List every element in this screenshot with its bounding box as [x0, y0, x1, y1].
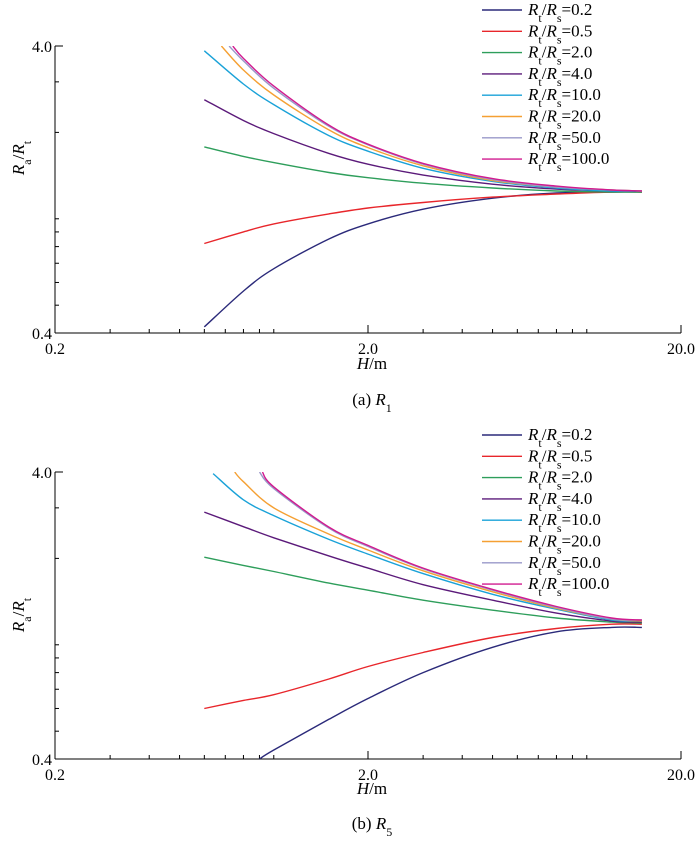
legend-entry-label: Rt/Rs=2.0 [527, 43, 592, 68]
legend-entry-label: Rt/Rs=0.2 [527, 0, 592, 25]
series-line-0.2 [259, 626, 642, 759]
legend-entry-label: Rt/Rs=0.5 [527, 21, 592, 46]
x-axis-label: H/m [356, 354, 387, 373]
y-tick-label: 0.4 [32, 752, 52, 769]
panel-caption: (a) R1 [352, 390, 392, 415]
legend-entry-label: Rt/Rs=4.0 [527, 489, 592, 514]
x-tick-label: 20.0 [667, 767, 695, 784]
series-line-4.0 [204, 511, 642, 623]
legend-entry-label: Rt/Rs=10.0 [527, 510, 601, 535]
legend-entry-label: Rt/Rs=20.0 [527, 532, 601, 557]
x-tick-label: 0.2 [45, 341, 65, 358]
legend-entry-label: Rt/Rs=20.0 [527, 107, 601, 132]
legend-entry-label: Rt/Rs=100.0 [527, 149, 609, 174]
chart-panel-a: 0.2 2.0 20.00.44.0H/mRa/Rt(a) R1Rt/Rs=0.2R… [9, 0, 695, 415]
legend: Rt/Rs=0.2Rt/Rs=0.5Rt/Rs=2.0Rt/Rs=4.0Rt/R… [482, 0, 609, 174]
chart-panel-b: 0.2 2.0 20.00.44.0H/mRa/Rt(b) R5Rt/Rs=0.2R… [9, 425, 695, 839]
y-tick-label: 4.0 [32, 465, 52, 482]
legend-entry-label: Rt/Rs=2.0 [527, 468, 592, 493]
x-tick-label: 2.0 [358, 767, 378, 784]
y-tick-label: 4.0 [32, 39, 52, 56]
series-line-2.0 [204, 146, 642, 193]
series-line-100.0 [232, 46, 642, 192]
legend-entry-label: Rt/Rs=0.2 [527, 425, 592, 450]
legend: Rt/Rs=0.2Rt/Rs=0.5Rt/Rs=2.0Rt/Rs=4.0Rt/R… [482, 425, 609, 599]
x-tick-label: 0.2 [45, 767, 65, 784]
y-axis-label: Ra/Rt [9, 597, 34, 633]
series-line-2.0 [204, 556, 642, 624]
x-tick-label: 2.0 [358, 341, 378, 358]
legend-entry-label: Rt/Rs=10.0 [527, 85, 601, 110]
x-axis-label: H/m [356, 779, 387, 798]
series-line-0.5 [204, 623, 642, 710]
x-tick-label: 20.0 [667, 341, 695, 358]
series-line-10.0 [203, 50, 642, 192]
series-lines [203, 46, 642, 328]
legend-entry-label: Rt/Rs=100.0 [527, 574, 609, 599]
y-axis-label: Ra/Rt [9, 140, 34, 176]
legend-entry-label: Rt/Rs=50.0 [527, 553, 601, 578]
series-line-0.2 [203, 191, 642, 328]
legend-entry-label: Rt/Rs=0.5 [527, 446, 592, 471]
series-lines [204, 472, 642, 759]
legend-entry-label: Rt/Rs=50.0 [527, 128, 601, 153]
panel-caption: (b) R5 [352, 814, 392, 839]
y-tick-label: 0.4 [32, 326, 52, 343]
series-line-0.5 [204, 191, 642, 245]
legend-entry-label: Rt/Rs=4.0 [527, 64, 592, 89]
series-line-10.0 [212, 473, 642, 622]
series-line-100.0 [261, 472, 642, 621]
